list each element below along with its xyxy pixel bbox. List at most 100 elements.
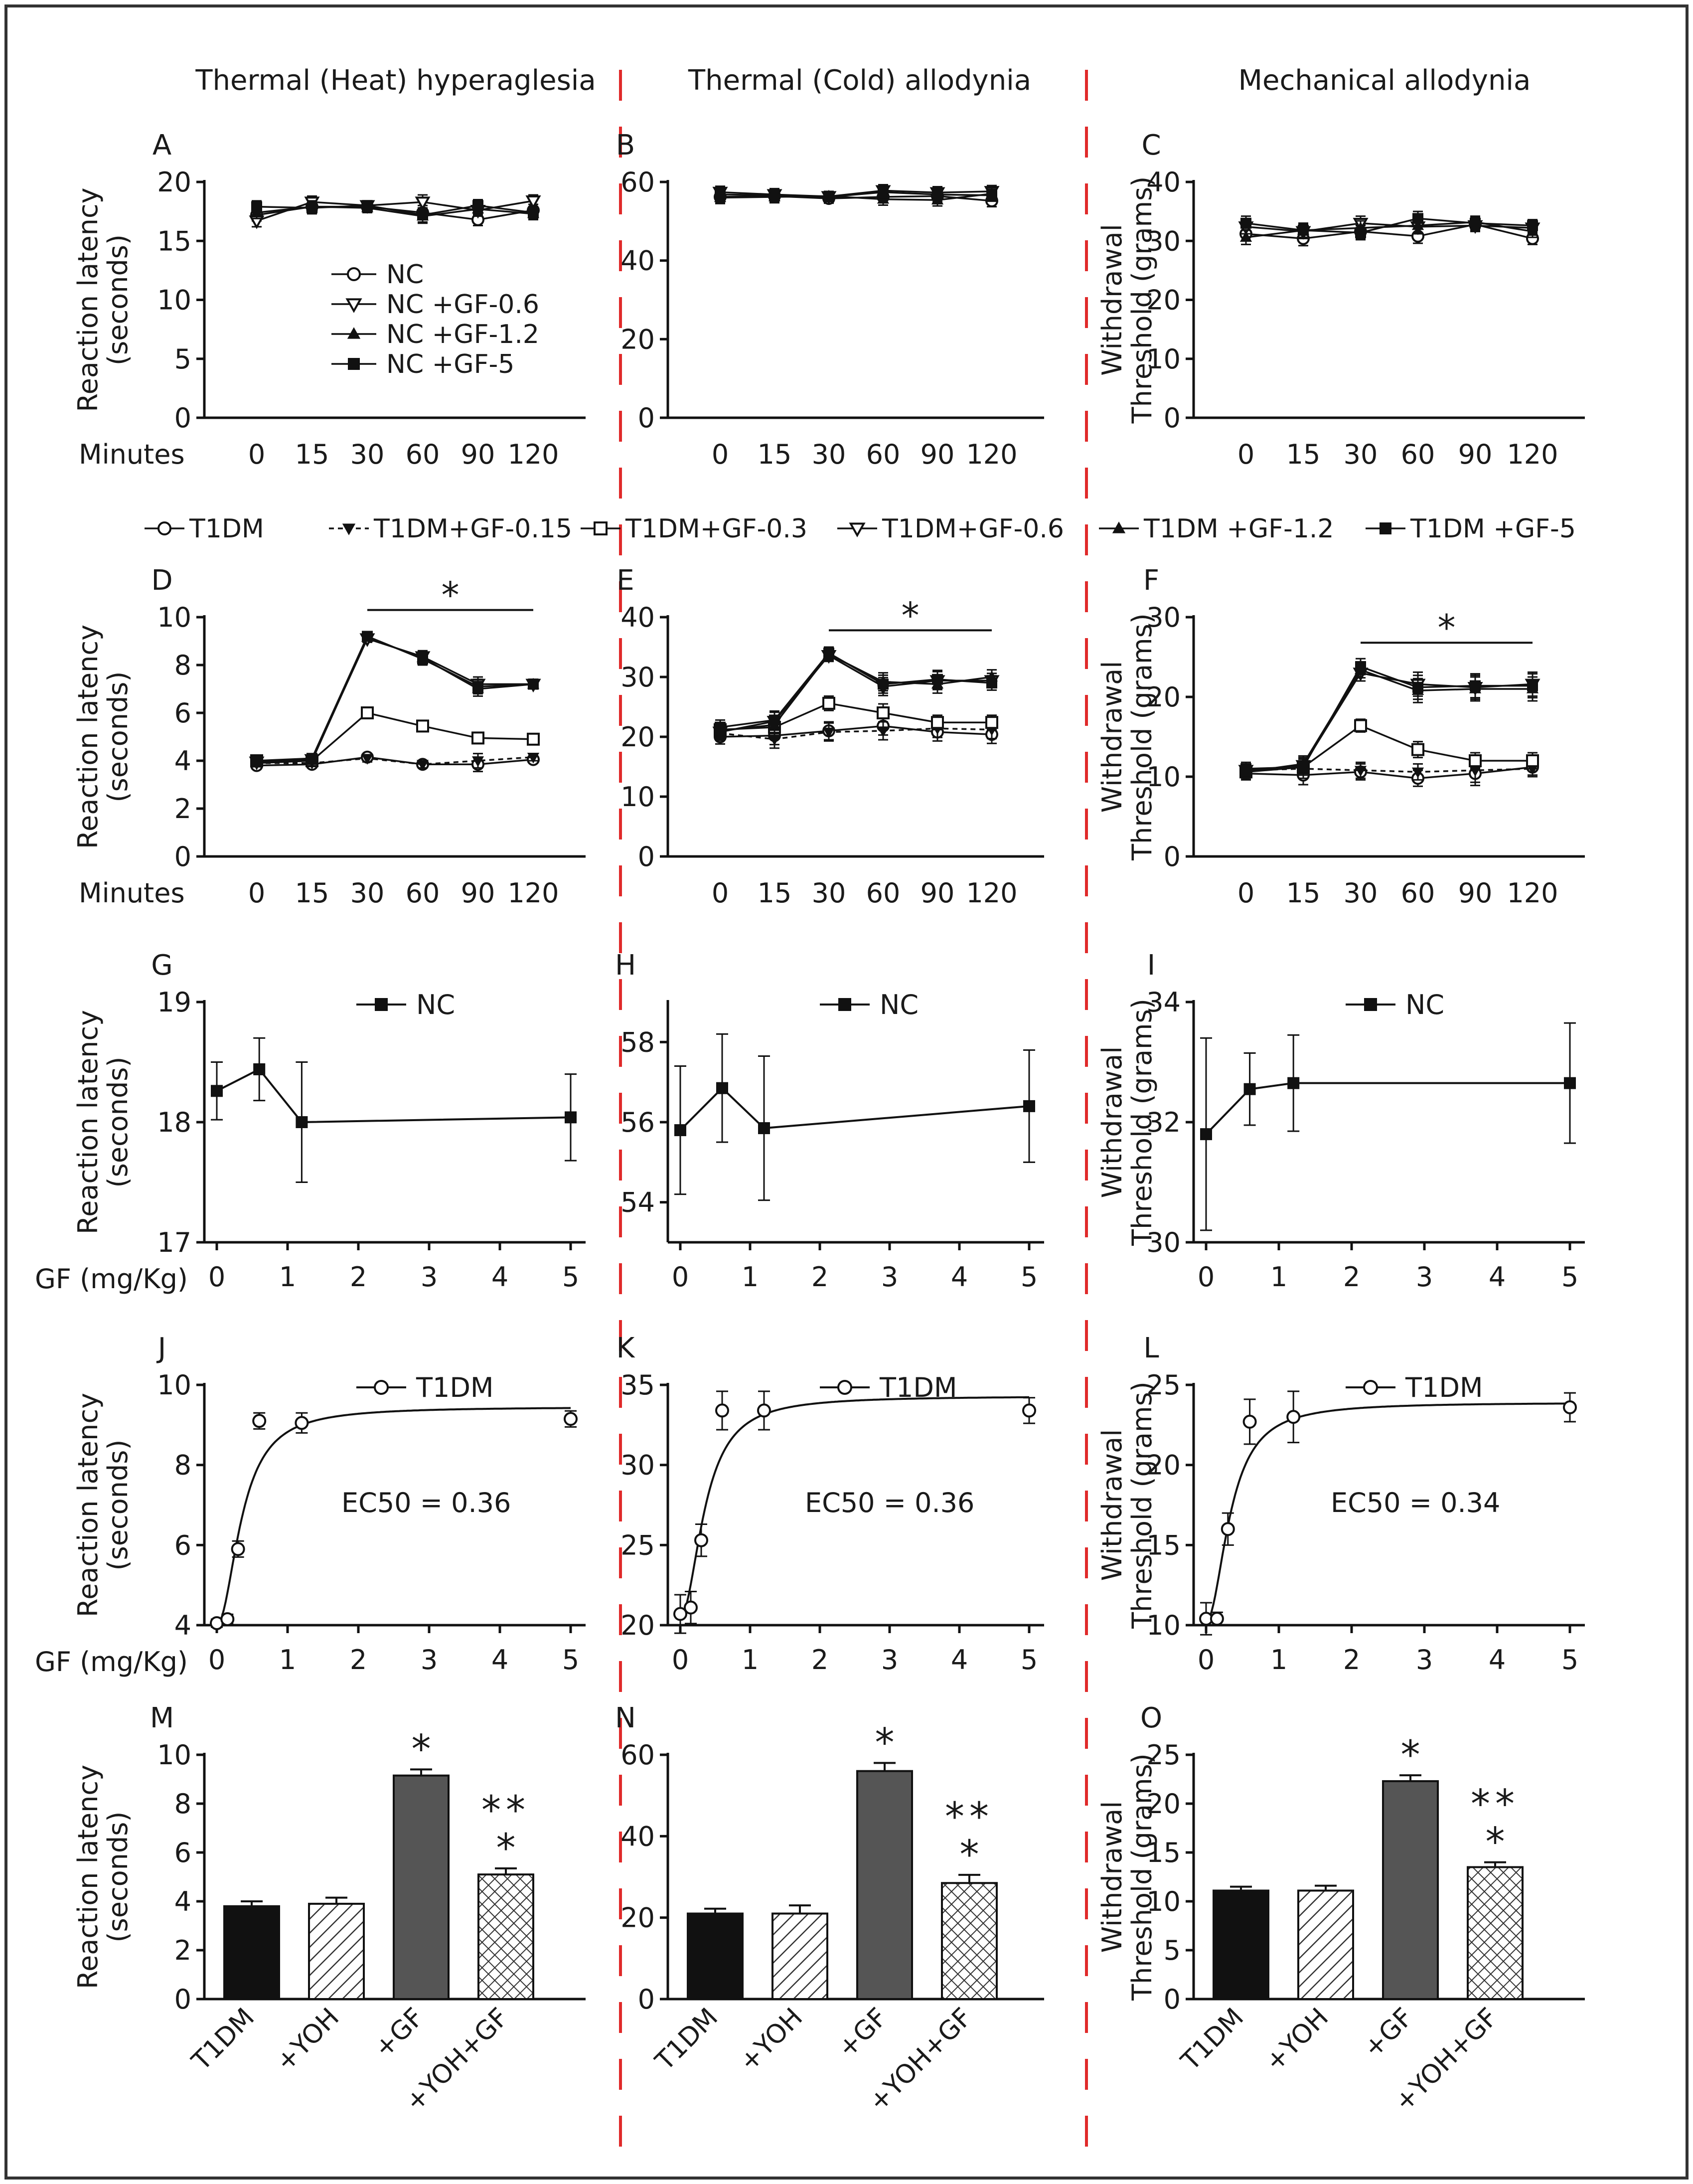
x-tick-label: 0 (248, 877, 265, 909)
series-T1DM+GF-0.6 (249, 633, 541, 771)
series-line (720, 192, 992, 201)
data-point (211, 1085, 223, 1097)
series-line (256, 635, 534, 762)
y-tick-label: 8 (174, 1450, 191, 1481)
y-tick-label: 20 (1146, 285, 1181, 316)
series-line (1245, 666, 1533, 770)
y-tick-label: 0 (174, 402, 191, 434)
x-tick-label: 0 (208, 1644, 225, 1676)
y-tick-label: 15 (1146, 1837, 1181, 1868)
y-axis-label: (seconds) (102, 1812, 134, 1943)
significance-star: * (442, 574, 460, 616)
series-line (720, 652, 992, 728)
significance-double-star: ** (1471, 1782, 1520, 1827)
y-tick-label: 4 (174, 745, 191, 777)
y-tick-label: 20 (1146, 1788, 1181, 1820)
y-tick-label: 20 (620, 324, 655, 355)
y-tick-label: 60 (620, 167, 655, 198)
series-line (256, 204, 534, 216)
x-category-label: T1DM (186, 2003, 260, 2077)
series-line (256, 200, 534, 222)
x-tick-label: 5 (1561, 1261, 1578, 1293)
legend-marker (838, 998, 851, 1011)
legend-label: T1DM (879, 1372, 957, 1403)
y-tick-label: 4 (174, 1886, 191, 1917)
y-tick-label: 40 (620, 245, 655, 277)
panel-label: D (151, 564, 172, 597)
data-point (472, 681, 483, 692)
y-tick-label: 40 (620, 1821, 655, 1852)
x-tick-label: 1 (742, 1644, 759, 1676)
x-axis-label: Minutes (79, 439, 185, 470)
data-point (1243, 1083, 1256, 1095)
series-NC +GF-5 (1240, 210, 1538, 241)
x-tick-label: 0 (712, 439, 729, 470)
y-tick-label: 18 (157, 1107, 191, 1138)
y-tick-label: 0 (174, 841, 191, 872)
x-tick-label: 1 (1270, 1644, 1287, 1676)
series-T1DM+GF-0.6 (712, 649, 1000, 741)
data-point (361, 754, 374, 765)
y-tick-label: 2 (174, 1935, 191, 1966)
significance-star: * (496, 1826, 516, 1871)
data-point (1564, 1077, 1576, 1089)
x-category-label: +YOH (1259, 2003, 1334, 2077)
panel-label: J (156, 1332, 166, 1364)
data-point (1298, 224, 1309, 236)
bar-+YOH (1297, 1889, 1354, 2000)
data-point (307, 202, 317, 214)
data-point (1242, 1414, 1257, 1429)
legend-label: T1DM (189, 514, 264, 544)
x-tick-label: 0 (672, 1261, 689, 1293)
data-point (416, 760, 429, 771)
y-tick-label: 40 (620, 602, 655, 633)
panel-D: D 0 2 4 6 8 10 Reaction latency(seconds) Minutes… (72, 564, 586, 909)
column-title-heat: Thermal (Heat) hyperaglesia (195, 64, 596, 97)
legend-row-d: T1DM T1DM+GF-0.15 T1DM+GF-0.3 T1DM+GF-0.6 T1… (145, 514, 1576, 544)
y-tick-label: 6 (174, 1529, 191, 1561)
y-tick-label: 2 (174, 793, 191, 825)
series-T1DM +GF-5 (715, 646, 997, 735)
data-point (527, 732, 540, 746)
legend-marker (347, 267, 361, 281)
significance-star: * (1401, 1733, 1420, 1778)
y-tick-label: 60 (620, 1739, 655, 1771)
x-tick-label: 30 (812, 439, 846, 470)
data-point (1469, 754, 1482, 767)
y-axis-label: (seconds) (102, 234, 134, 365)
x-tick-label: 60 (866, 439, 901, 470)
y-tick-label: 20 (620, 721, 655, 753)
data-point (525, 195, 541, 209)
data-point (822, 696, 835, 710)
x-tick-label: 3 (421, 1261, 438, 1293)
significance-double-star: ** (481, 1788, 530, 1833)
significance-star: * (875, 1720, 895, 1765)
x-tick-label: 1 (1270, 1261, 1287, 1293)
y-tick-label: 54 (620, 1187, 655, 1218)
x-tick-label: 5 (1561, 1644, 1578, 1676)
panel-label: E (616, 564, 634, 597)
panel-label: F (1143, 564, 1159, 597)
series-line (1245, 724, 1533, 773)
series-line (1205, 1082, 1570, 1135)
panel-B: B 0 20 40 60 0 15 30 60 90 120 (616, 129, 1044, 470)
data-point (1023, 1100, 1035, 1112)
data-point (1563, 1400, 1577, 1414)
legend-label: NC +GF-5 (386, 349, 514, 379)
legend-label: NC (1405, 989, 1444, 1020)
y-tick-label: 10 (157, 602, 191, 633)
x-tick-label: 0 (1237, 877, 1254, 909)
series-NC (211, 1037, 577, 1183)
x-tick-label: 90 (461, 877, 495, 909)
series-line (257, 756, 534, 765)
x-axis-label: GF (mg/Kg) (35, 1263, 188, 1295)
x-tick-label: 4 (951, 1644, 968, 1676)
series-T1DM+GF-0.15 (714, 718, 998, 749)
series-T1DM (1199, 1390, 1577, 1636)
data-point (1354, 766, 1367, 777)
bar-+GF (393, 1774, 450, 2000)
y-tick-label: 30 (620, 662, 655, 693)
x-tick-label: 120 (1507, 877, 1558, 909)
